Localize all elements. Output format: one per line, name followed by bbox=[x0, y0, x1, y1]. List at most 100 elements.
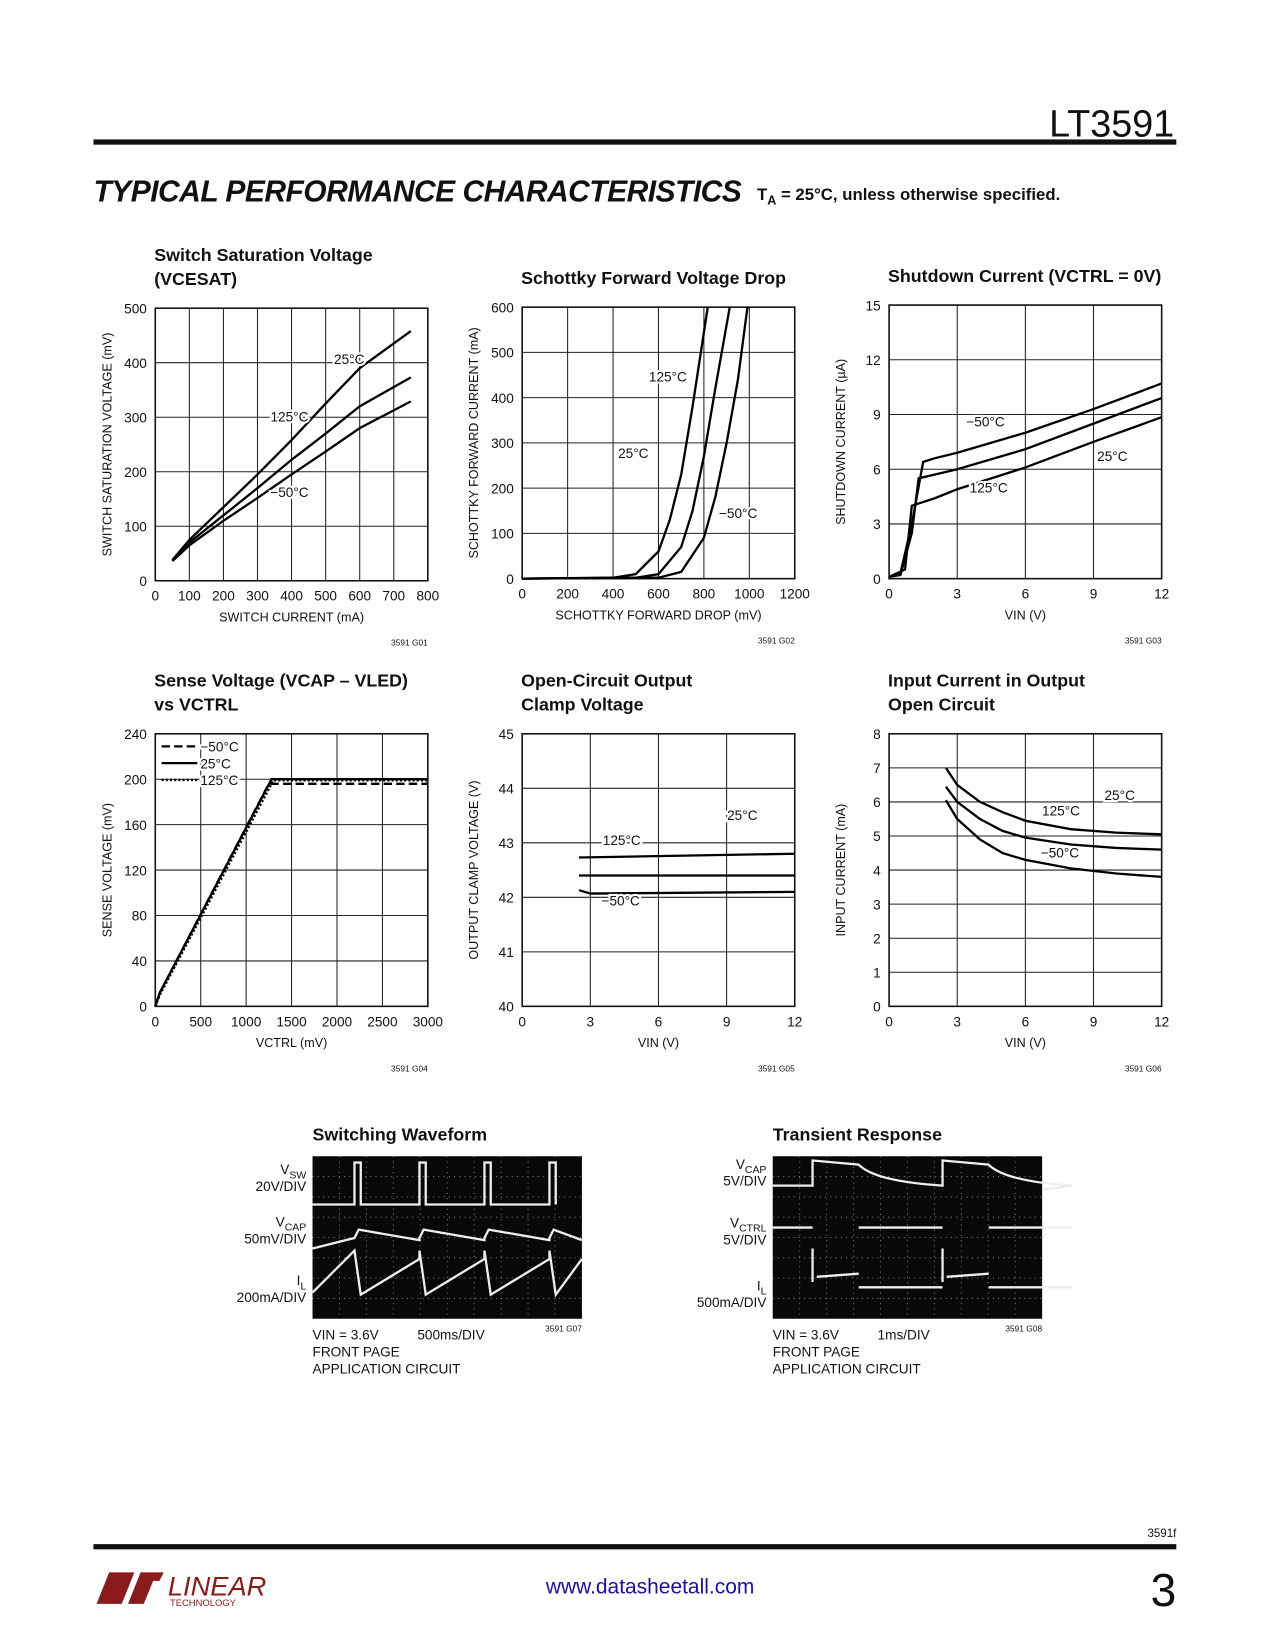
legend-label: −50°C bbox=[200, 740, 239, 755]
x-tick-label: 200 bbox=[556, 587, 579, 602]
y-tick-label: 40 bbox=[132, 954, 148, 969]
x-tick-label: 12 bbox=[787, 1014, 802, 1029]
x-tick-label: 1000 bbox=[231, 1014, 262, 1029]
chart-code: 3591 G05 bbox=[758, 1063, 795, 1073]
series-line bbox=[944, 799, 1162, 879]
channel-name: VCAP bbox=[276, 1214, 307, 1233]
scope-trace bbox=[311, 1248, 583, 1298]
channel-sub: CTRL bbox=[739, 1224, 767, 1235]
plot-frame bbox=[888, 733, 1163, 1008]
x-tick-label: 0 bbox=[518, 587, 526, 602]
y-tick-label: 400 bbox=[491, 391, 514, 406]
x-axis-label: VIN (V) bbox=[1005, 1036, 1046, 1050]
header-rule bbox=[93, 139, 1177, 145]
x-tick-label: 2000 bbox=[322, 1014, 353, 1029]
series-label: −50°C bbox=[719, 506, 758, 521]
section-condition: TA = 25°C, unless otherwise specified. bbox=[757, 185, 1060, 207]
footer-url[interactable]: www.datasheetall.com bbox=[545, 1575, 754, 1598]
series-label: −50°C bbox=[270, 485, 309, 500]
channel-name: VCTRL bbox=[730, 1216, 767, 1235]
x-tick-label: 500 bbox=[189, 1014, 212, 1029]
series-label: 25°C bbox=[727, 808, 758, 823]
y-tick-label: 200 bbox=[124, 465, 147, 480]
scope-note: FRONT PAGE bbox=[313, 1344, 400, 1359]
y-tick-label: 41 bbox=[499, 945, 514, 960]
y-tick-label: 2 bbox=[873, 931, 881, 946]
channel-sub: L bbox=[300, 1281, 306, 1292]
y-axis-label: OUTPUT CLAMP VOLTAGE (V) bbox=[467, 780, 481, 959]
channel-main: I bbox=[297, 1273, 301, 1288]
channel-scale: 20V/DIV bbox=[256, 1179, 308, 1194]
y-axis-label: SCHOTTKY FORWARD CURRENT (mA) bbox=[467, 327, 481, 558]
channel-main: V bbox=[276, 1214, 286, 1229]
series-line bbox=[522, 306, 749, 580]
y-tick-label: 240 bbox=[124, 727, 147, 742]
channel-main: V bbox=[736, 1157, 746, 1172]
x-tick-label: 0 bbox=[885, 587, 893, 602]
scope-title: Transient Response bbox=[773, 1125, 942, 1145]
chart-code: 3591 G06 bbox=[1125, 1063, 1162, 1073]
channel-scale: 50mV/DIV bbox=[244, 1231, 307, 1246]
chart-title: Sense Voltage (VCAP – VLED) bbox=[154, 671, 408, 691]
y-tick-label: 0 bbox=[506, 572, 514, 587]
plot-frame bbox=[154, 733, 429, 1008]
series-label: 125°C bbox=[1042, 804, 1080, 819]
scope-trace bbox=[312, 1228, 583, 1250]
legend-label: 25°C bbox=[200, 756, 231, 771]
x-tick-label: 0 bbox=[885, 1014, 893, 1029]
chart-title: Shutdown Current (VCTRL = 0V) bbox=[888, 266, 1161, 286]
plot-frame bbox=[521, 733, 796, 1008]
chart-title: Open-Circuit Output bbox=[521, 671, 692, 691]
y-axis-label: INPUT CURRENT (mA) bbox=[834, 804, 848, 937]
condition-main: T bbox=[757, 185, 768, 204]
x-tick-label: 1500 bbox=[276, 1014, 307, 1029]
x-tick-label: 500 bbox=[314, 589, 337, 604]
y-tick-label: 100 bbox=[124, 519, 147, 534]
chart-code: 3591 G04 bbox=[391, 1063, 428, 1073]
x-tick-label: 3000 bbox=[413, 1014, 444, 1029]
chart-title: Schottky Forward Voltage Drop bbox=[521, 268, 786, 288]
legend-label: 125°C bbox=[200, 773, 238, 788]
y-tick-label: 0 bbox=[139, 1000, 147, 1015]
y-tick-label: 15 bbox=[866, 298, 881, 313]
logo-subtext: TECHNOLOGY bbox=[170, 1597, 237, 1608]
scope-note: APPLICATION CIRCUIT bbox=[313, 1361, 461, 1376]
y-tick-label: 400 bbox=[124, 356, 147, 371]
y-tick-label: 0 bbox=[139, 574, 147, 589]
plot-frame bbox=[154, 307, 429, 582]
page-code: 3591f bbox=[1147, 1528, 1177, 1540]
series-label: 125°C bbox=[270, 409, 308, 424]
series-label: 25°C bbox=[1097, 449, 1128, 464]
series-line bbox=[578, 852, 795, 859]
scope-note: VIN = 3.6V bbox=[313, 1328, 380, 1343]
x-tick-label: 700 bbox=[382, 589, 405, 604]
y-tick-label: 9 bbox=[873, 408, 881, 423]
x-tick-label: 1200 bbox=[780, 587, 811, 602]
series-label: −50°C bbox=[1041, 845, 1080, 860]
chart-title: Input Current in Output bbox=[888, 671, 1085, 691]
y-tick-label: 200 bbox=[491, 481, 514, 496]
y-tick-label: 12 bbox=[866, 353, 881, 368]
y-tick-label: 3 bbox=[873, 517, 881, 532]
y-tick-label: 7 bbox=[873, 761, 881, 776]
series-label: −50°C bbox=[602, 894, 641, 909]
y-tick-label: 4 bbox=[873, 863, 881, 878]
channel-name: IL bbox=[297, 1273, 307, 1292]
y-tick-label: 43 bbox=[499, 836, 514, 851]
series-label: 125°C bbox=[649, 370, 687, 385]
channel-sub: CAP bbox=[285, 1223, 307, 1234]
x-tick-label: 0 bbox=[518, 1014, 526, 1029]
series-line bbox=[944, 767, 1162, 836]
y-tick-label: 100 bbox=[491, 527, 514, 542]
y-tick-label: 8 bbox=[873, 727, 881, 742]
chart-title: Switch Saturation Voltage bbox=[154, 245, 372, 265]
y-tick-label: 5 bbox=[873, 829, 881, 844]
y-tick-label: 44 bbox=[499, 782, 515, 797]
y-tick-label: 500 bbox=[491, 346, 514, 361]
series-line bbox=[888, 416, 1163, 578]
series-label: −50°C bbox=[966, 415, 1005, 430]
channel-main: I bbox=[757, 1278, 761, 1293]
chart-title: Clamp Voltage bbox=[521, 695, 643, 715]
channel-scale: 200mA/DIV bbox=[237, 1290, 308, 1305]
chart-title: Open Circuit bbox=[888, 695, 995, 715]
